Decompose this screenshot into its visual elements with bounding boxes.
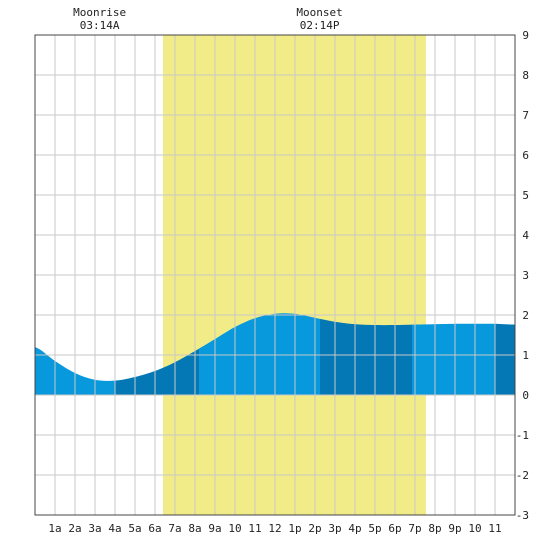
x-tick-label: 7a	[168, 522, 181, 535]
plot-border	[34, 34, 516, 516]
x-tick-label: 8p	[428, 522, 441, 535]
y-tick-label: 2	[522, 309, 529, 322]
y-tick-label: 8	[522, 69, 529, 82]
x-tick-label: 4p	[348, 522, 361, 535]
x-tick-label: 7p	[408, 522, 421, 535]
y-tick-label: 7	[522, 109, 529, 122]
x-tick-label: 1a	[48, 522, 61, 535]
y-tick-label: 9	[522, 29, 529, 42]
x-tick-label: 9p	[448, 522, 461, 535]
x-tick-label: 3p	[328, 522, 341, 535]
x-tick-label: 10	[228, 522, 241, 535]
annotation-time: 02:14P	[300, 19, 340, 32]
x-tick-label: 5p	[368, 522, 381, 535]
y-tick-label: -3	[516, 509, 529, 522]
y-tick-label: -2	[516, 469, 529, 482]
x-tick-label: 9a	[208, 522, 221, 535]
y-tick-label: 3	[522, 269, 529, 282]
tide-area-segment	[199, 313, 320, 395]
y-tick-label: 1	[522, 349, 529, 362]
x-tick-label: 2a	[68, 522, 81, 535]
tide-area-segment	[320, 318, 412, 395]
tide-area-segment	[412, 323, 495, 395]
y-tick-label: 4	[522, 229, 529, 242]
annotation-title: Moonrise	[73, 6, 126, 19]
y-tick-label: -1	[516, 429, 529, 442]
x-tick-label: 5a	[128, 522, 141, 535]
x-tick-label: 11	[248, 522, 261, 535]
x-tick-label: 10	[468, 522, 481, 535]
x-tick-label: 6a	[148, 522, 161, 535]
x-tick-label: 11	[488, 522, 501, 535]
x-tick-label: 8a	[188, 522, 201, 535]
x-tick-label: 1p	[288, 522, 301, 535]
y-tick-label: 6	[522, 149, 529, 162]
annotation-time: 03:14A	[80, 19, 120, 32]
x-tick-label: 3a	[88, 522, 101, 535]
x-tick-label: 12	[268, 522, 281, 535]
x-tick-label: 2p	[308, 522, 321, 535]
y-tick-label: 0	[522, 389, 529, 402]
x-tick-label: 6p	[388, 522, 401, 535]
annotation-title: Moonset	[296, 6, 342, 19]
tide-area-segment	[495, 323, 515, 395]
y-tick-label: 5	[522, 189, 529, 202]
tide-area-segment	[115, 348, 199, 395]
x-tick-label: 4a	[108, 522, 121, 535]
